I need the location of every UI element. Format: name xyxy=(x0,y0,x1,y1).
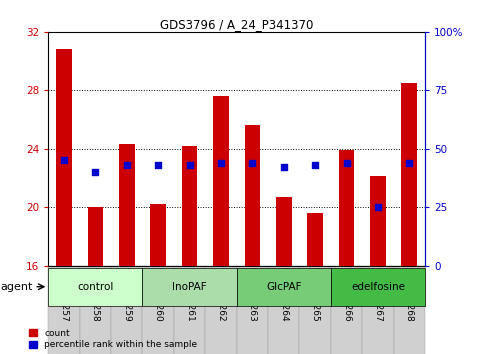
Bar xyxy=(142,266,174,354)
Bar xyxy=(142,268,237,306)
Bar xyxy=(244,125,260,266)
Title: GDS3796 / A_24_P341370: GDS3796 / A_24_P341370 xyxy=(160,18,313,31)
Bar xyxy=(56,50,72,266)
Bar xyxy=(370,176,386,266)
Bar xyxy=(237,268,331,306)
Bar xyxy=(111,266,142,354)
Text: GlcPAF: GlcPAF xyxy=(266,282,301,292)
Text: agent: agent xyxy=(0,282,33,292)
Bar xyxy=(401,83,417,266)
Bar xyxy=(48,268,142,306)
Legend: count, percentile rank within the sample: count, percentile rank within the sample xyxy=(28,329,197,349)
Point xyxy=(312,162,319,168)
Bar xyxy=(119,144,135,266)
Bar xyxy=(237,266,268,354)
Point xyxy=(60,158,68,163)
Bar xyxy=(331,268,425,306)
Bar xyxy=(339,150,355,266)
Point xyxy=(185,162,193,168)
Text: InoPAF: InoPAF xyxy=(172,282,207,292)
Bar xyxy=(182,146,198,266)
Bar xyxy=(213,96,229,266)
Bar xyxy=(80,266,111,354)
Bar xyxy=(276,197,292,266)
Point xyxy=(406,160,413,166)
Bar xyxy=(299,266,331,354)
Bar xyxy=(150,204,166,266)
Bar xyxy=(307,213,323,266)
Bar xyxy=(174,266,205,354)
Bar xyxy=(362,266,394,354)
Point xyxy=(249,160,256,166)
Bar xyxy=(394,266,425,354)
Point xyxy=(155,162,162,168)
Point xyxy=(92,169,99,175)
Bar xyxy=(87,207,103,266)
Bar xyxy=(48,266,80,354)
Point xyxy=(343,160,351,166)
Bar xyxy=(205,266,237,354)
Text: control: control xyxy=(77,282,114,292)
Point xyxy=(280,165,288,170)
Point xyxy=(217,160,225,166)
Point xyxy=(374,204,382,210)
Point xyxy=(123,162,130,168)
Text: edelfosine: edelfosine xyxy=(351,282,405,292)
Bar xyxy=(268,266,299,354)
Bar xyxy=(331,266,362,354)
